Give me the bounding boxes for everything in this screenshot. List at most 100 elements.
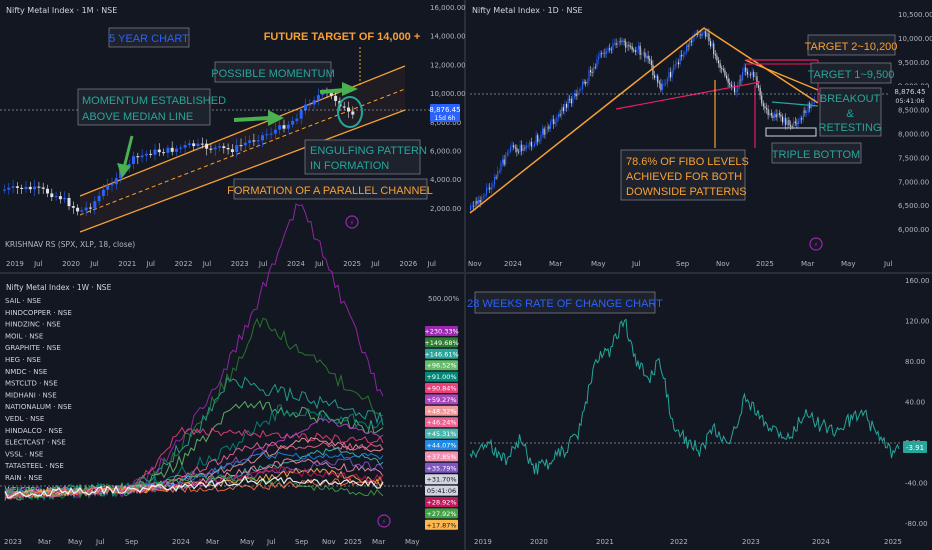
- time-axis[interactable]: 2023 Mar May Jul Sep 2024 Mar May Jul Sep Nov 2025 M…: [4, 538, 419, 546]
- candle-body: [585, 81, 587, 84]
- candle-body: [684, 52, 686, 55]
- engulfing-highlight-circle[interactable]: [337, 96, 363, 128]
- candle-body: [782, 116, 784, 123]
- roc-tick: -40.00: [905, 480, 928, 488]
- candle-body: [786, 120, 788, 125]
- candle-body: [638, 45, 640, 50]
- candle-body: [63, 197, 67, 200]
- candle-body: [574, 93, 576, 98]
- time-axis[interactable]: 2019 Jul 2020 Jul 2021 Jul 2022 Jul 2023 Jul 2024 J…: [6, 260, 436, 268]
- candle-body: [657, 75, 659, 83]
- fibo-line3: DOWNSIDE PATTERNS: [626, 186, 747, 198]
- breakout-line[interactable]: [771, 101, 819, 107]
- candle-body: [521, 144, 523, 152]
- percent-badge: [425, 485, 458, 496]
- candle-body: [783, 117, 785, 123]
- momentum-established-box[interactable]: [77, 88, 211, 126]
- candle-body: [702, 33, 704, 36]
- last-price-countdown: 05:41:06: [895, 97, 924, 105]
- percent-badge: [425, 474, 458, 485]
- candle-body: [243, 142, 247, 146]
- panel-monthly[interactable]: Nifty Metal Index · 1M · NSE KRISHNAV RS…: [0, 4, 466, 268]
- candle-body: [205, 143, 209, 149]
- channel-lower-line[interactable]: [79, 109, 406, 233]
- fibo-level-line[interactable]: [615, 81, 761, 110]
- candle-body: [759, 87, 761, 96]
- candle-body: [519, 144, 521, 153]
- time-tick: 2023: [742, 538, 760, 546]
- panel-weekly-comparison[interactable]: Nifty Metal Index · 1W · NSE SAIL · NSE H…: [0, 203, 459, 546]
- candle-body: [291, 120, 295, 125]
- percent-badge-value: +17.87%: [426, 521, 456, 529]
- candle-body: [766, 107, 768, 110]
- panel-rate-of-change[interactable]: 28 WEEKS RATE OF CHANGE CHART 160.00 120.…: [467, 277, 929, 546]
- candle-body: [580, 88, 582, 91]
- daily-candles: [470, 26, 816, 213]
- time-tick: Sep: [676, 260, 690, 268]
- price-tick: 6,500.00: [898, 202, 929, 210]
- channel-median-line[interactable]: [79, 88, 406, 216]
- candle-body: [807, 103, 809, 113]
- five-year-label: 5 YEAR CHART: [109, 33, 189, 45]
- candle-body: [213, 147, 217, 150]
- price-tick: 7,000.00: [898, 178, 929, 186]
- roc-title-box[interactable]: [474, 291, 656, 314]
- roc-tick: -80.00: [905, 520, 928, 528]
- future-target-label: FUTURE TARGET OF 14,000 +: [264, 31, 421, 43]
- candle-body: [286, 124, 290, 129]
- time-tick: Mar: [549, 260, 562, 268]
- candle-body: [252, 140, 256, 142]
- candle-body: [500, 162, 502, 171]
- price-tick: 10,000.00: [898, 35, 932, 43]
- candle-body: [738, 79, 740, 85]
- price-tick: 7,500.00: [898, 154, 929, 162]
- candle-body: [526, 145, 528, 148]
- percent-badge: [425, 462, 458, 473]
- parallel-channel-box[interactable]: [233, 178, 428, 200]
- candle-body: [175, 148, 178, 152]
- fibo-box[interactable]: [620, 149, 746, 201]
- target-2-box[interactable]: [807, 34, 896, 56]
- downtrend-line-2[interactable]: [744, 59, 819, 91]
- possible-momentum-box[interactable]: [214, 61, 332, 83]
- triple-bottom-box[interactable]: [771, 142, 862, 164]
- time-axis[interactable]: 2019 2020 2021 2022 2023 2024 2025: [474, 538, 902, 546]
- time-tick: Jul: [33, 260, 43, 268]
- time-tick: 2026: [399, 260, 417, 268]
- candle-body: [278, 125, 282, 130]
- last-price-countdown: 15d 6h: [435, 115, 456, 122]
- five-year-box[interactable]: [108, 27, 190, 48]
- candle-body: [33, 186, 37, 190]
- momentum-arrow-right-1: [233, 110, 284, 126]
- price-tick: 6,000.00: [430, 148, 461, 156]
- time-tick: 2019: [474, 538, 492, 546]
- candle-body: [615, 43, 617, 45]
- candle-body: [697, 33, 699, 35]
- lightning-event-icon[interactable]: [809, 237, 823, 251]
- percent-badge-value: +230.33%: [424, 328, 458, 336]
- uptrend-line[interactable]: [469, 27, 705, 214]
- candle-body: [762, 103, 764, 107]
- percent-badge: [425, 383, 458, 393]
- engulfing-box[interactable]: [304, 139, 421, 175]
- time-tick: 2023: [4, 538, 22, 546]
- roc-title: 28 WEEKS RATE OF CHANGE CHART: [467, 298, 663, 310]
- candle-body: [652, 64, 654, 76]
- roc-tick: 160.00: [905, 277, 930, 285]
- target-1-box[interactable]: [810, 62, 892, 84]
- candle-body: [594, 66, 596, 68]
- candle-body: [705, 31, 707, 37]
- candle-body: [591, 72, 593, 73]
- candle-body: [546, 126, 548, 130]
- candle-body: [734, 85, 736, 93]
- downtrend-line-1[interactable]: [703, 27, 819, 104]
- breakout-box[interactable]: [819, 87, 882, 137]
- candle-body: [654, 75, 656, 78]
- lightning-event-icon[interactable]: [377, 514, 391, 528]
- lightning-event-icon[interactable]: [345, 215, 359, 229]
- time-axis[interactable]: Nov 2024 Mar May Jul Sep Nov 2025 Mar May Jul: [468, 260, 893, 268]
- price-axis[interactable]: 16,000.00 14,000.00 12,000.00 10,000.00 8,00…: [430, 4, 466, 213]
- panel-daily[interactable]: Nifty Metal Index · 1D · NSE 10,500.00 10…: [468, 6, 932, 268]
- triple-bottom-zone[interactable]: [765, 127, 817, 137]
- time-tick: 2024: [812, 538, 830, 546]
